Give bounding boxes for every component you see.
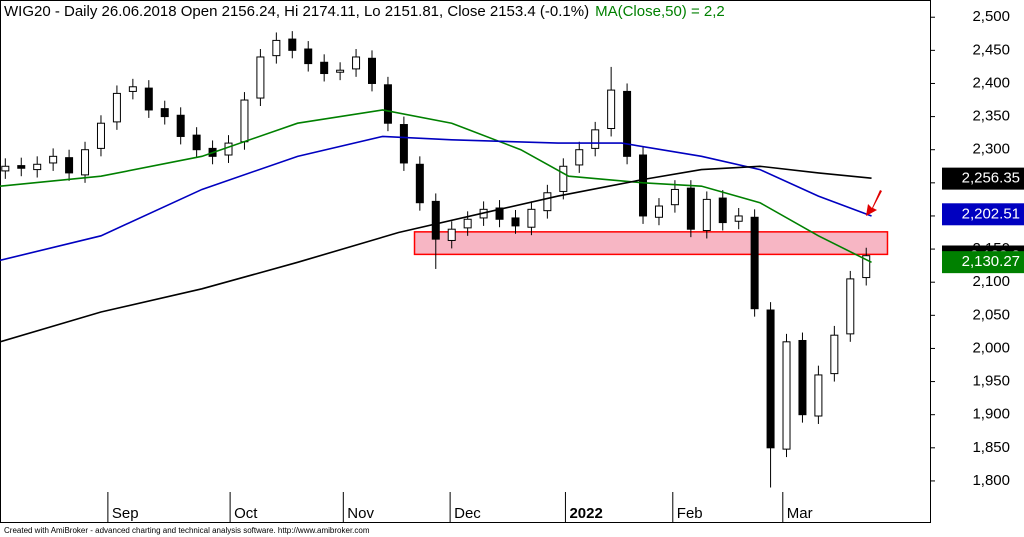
y-tick-label: 1,950 xyxy=(972,373,1010,390)
x-tick-label: Feb xyxy=(677,505,703,522)
candle-body xyxy=(288,38,297,51)
candle-body xyxy=(846,278,855,335)
price-label: 2,130.27 xyxy=(962,253,1020,270)
candle-body xyxy=(304,48,313,65)
candle-body xyxy=(782,341,791,450)
price-label: 2,202.51 xyxy=(962,205,1020,222)
x-tick-label: Nov xyxy=(347,505,374,522)
candle-body xyxy=(383,84,392,124)
x-tick-label: Oct xyxy=(234,505,258,522)
candle-body xyxy=(575,149,584,166)
candle-body xyxy=(527,208,536,228)
candle-body xyxy=(399,124,408,164)
candle-body xyxy=(718,197,727,224)
candle-body xyxy=(463,218,472,229)
candle-body xyxy=(511,217,520,227)
candle-body xyxy=(33,163,42,171)
candle-body xyxy=(543,192,552,212)
footer: Created with AmiBroker - advanced charti… xyxy=(4,526,370,535)
candle-body xyxy=(96,122,105,149)
y-tick-label: 2,400 xyxy=(972,74,1010,91)
y-tick-label: 1,800 xyxy=(972,472,1010,489)
candle-body xyxy=(559,165,568,192)
candle-body xyxy=(830,334,839,375)
candle-body xyxy=(128,86,137,92)
candle-body xyxy=(607,89,616,130)
candle-body xyxy=(766,309,775,449)
y-tick-label: 2,100 xyxy=(972,273,1010,290)
y-tick-label: 2,450 xyxy=(972,41,1010,58)
candle-body xyxy=(798,339,807,416)
price-label: 2,256.35 xyxy=(962,170,1020,187)
candle-body xyxy=(670,188,679,206)
y-tick-label: 1,900 xyxy=(972,406,1010,423)
plot-frame xyxy=(0,0,931,523)
candle-body xyxy=(112,92,121,123)
moving-average xyxy=(0,135,872,262)
y-tick-label: 2,350 xyxy=(972,108,1010,125)
candle-body xyxy=(336,69,345,73)
candle-body xyxy=(495,207,504,220)
y-tick-label: 2,000 xyxy=(972,339,1010,356)
candle-body xyxy=(623,90,632,157)
price-label-box xyxy=(942,203,1024,226)
candle-body xyxy=(272,39,281,57)
candle-body xyxy=(1,165,10,172)
x-tick-label: Dec xyxy=(454,505,481,522)
candle-body xyxy=(431,200,440,240)
candle-body xyxy=(415,163,424,204)
x-tick-label: 2022 xyxy=(569,505,602,522)
candle-body xyxy=(734,215,743,222)
candle-body xyxy=(368,57,376,84)
candle-body xyxy=(686,187,695,230)
y-tick-label: 1,850 xyxy=(972,439,1010,456)
candle-body xyxy=(862,255,871,279)
ma-legend: MA(Close,50) = 2,2 xyxy=(595,3,725,20)
candle-body xyxy=(81,149,90,176)
x-tick-label: Sep xyxy=(112,505,139,522)
y-tick-label: 2,050 xyxy=(972,306,1010,323)
arrow xyxy=(866,190,882,216)
candle-body xyxy=(702,198,711,232)
candle-body xyxy=(320,61,329,75)
candle-body xyxy=(17,165,26,169)
y-tick-label: 2,500 xyxy=(972,8,1010,25)
candle-body xyxy=(591,129,600,149)
candle-body xyxy=(256,56,265,99)
candle-body xyxy=(224,142,233,156)
price-label-box xyxy=(942,251,1024,274)
candle-body xyxy=(639,154,648,217)
candle-body xyxy=(750,216,759,310)
candle-body xyxy=(654,205,663,218)
candle-body xyxy=(160,108,169,118)
candle-body xyxy=(65,157,74,174)
y-tick-label: 2,300 xyxy=(972,141,1010,158)
candle-body xyxy=(240,99,249,143)
candle-body xyxy=(192,134,201,151)
moving-average xyxy=(0,109,872,264)
moving-average xyxy=(0,165,872,343)
candle-body xyxy=(814,374,823,417)
candle-body xyxy=(447,228,456,241)
candle-body xyxy=(176,114,185,137)
chart-title: WIG20 - Daily 26.06.2018 Open 2156.24, H… xyxy=(4,3,589,20)
candle-body xyxy=(144,87,153,111)
plot xyxy=(0,31,889,488)
x-tick-label: Mar xyxy=(787,505,813,522)
candle-body xyxy=(352,56,361,70)
support-zone xyxy=(413,231,889,256)
candle-body xyxy=(49,155,58,164)
price-label-box xyxy=(942,167,1024,190)
